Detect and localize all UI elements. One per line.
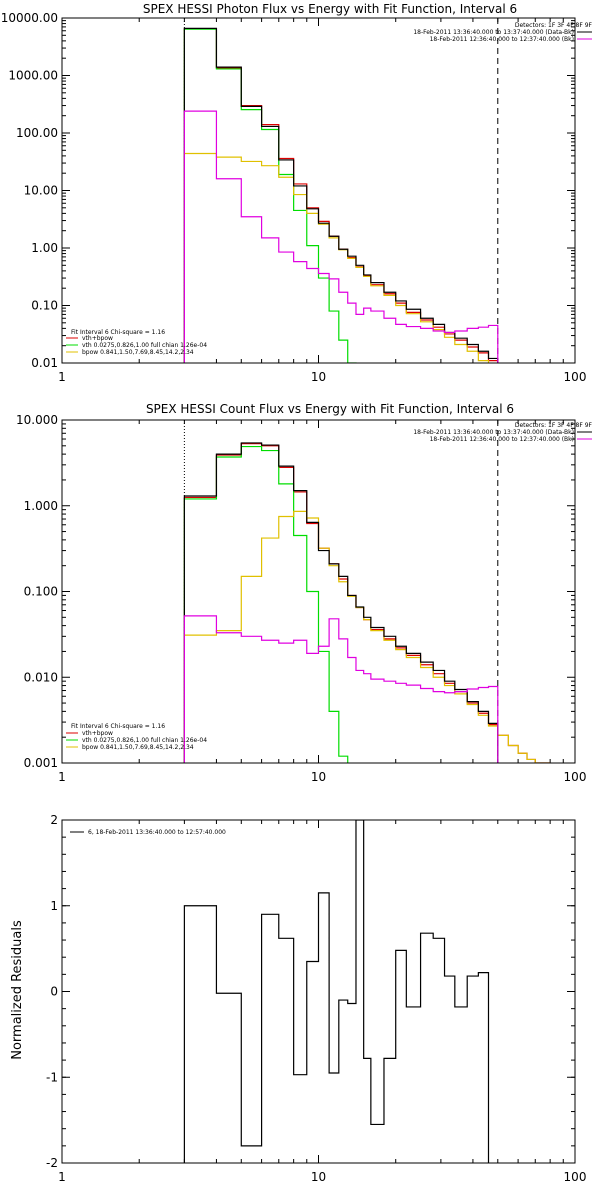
count-series-vth [183,445,551,763]
photon-fit-info: Fit Interval 6 Chi-square = 1.16 vth+bpo… [66,329,207,356]
count-flux-panel: SPEX HESSI Count Flux vs Energy with Fit… [16,402,593,784]
photon-legend-data-entry: 18-Feb-2011 13:36:40.000 to 13:37:40.000… [413,29,574,36]
count-x-tick-label: 100 [564,770,587,784]
residual-x-tick-label: 100 [564,1170,587,1184]
count-legend-detectors: Detectors: 1F 3F 4F 8F 9F [515,422,593,429]
photon-legend: Detectors: 1F 3F 4F 8F 9F 18-Feb-2011 13… [413,22,592,43]
photon-x-tick-label: 1 [58,370,66,384]
residual-y-tick-label: 1 [50,899,58,913]
photon-series-background [183,110,499,363]
count-y-tick-label: 1.000 [24,499,58,513]
photon-x-tick-label: 10 [311,370,326,384]
count-series-background [183,615,499,763]
photon-plot-area: 1 10 100 0.01 0.10 1.00 10.00 100.00 1000.00 1000… [1,11,587,384]
residual-y-tick-label: -1 [46,1070,58,1084]
photon-series-data [183,27,499,363]
photon-legend-bk-entry: 18-Feb-2011 12:36:40.000 to 12:37:40.000… [430,36,574,43]
count-series-model [183,443,551,763]
photon-fit-model-text: vth+bpow [82,335,113,342]
residuals-plot-area: 1 10 100 -2 -1 0 1 2 [46,813,586,1184]
photon-fit-chisq: Fit Interval 6 Chi-square = 1.16 [71,329,165,336]
photon-y-tick-label: 10.00 [24,184,58,198]
count-x-tick-label: 10 [311,770,326,784]
residual-y-tick-label: 0 [50,985,58,999]
photon-y-tick-label: 0.10 [31,299,58,313]
count-y-tick-label: 0.100 [24,585,58,599]
count-y-tick-label: 0.010 [24,670,58,684]
photon-axes-frame [61,17,576,364]
residuals-panel: 1 10 100 -2 -1 0 1 2 Normalized Residuals 6, 18… [10,813,586,1184]
residual-series-data [183,820,490,1163]
count-fit-bpow-text: bpow 0.841,1.50,7.69,8.45,14.2,2.34 [82,744,194,751]
count-panel-title: SPEX HESSI Count Flux vs Energy with Fit… [146,402,514,416]
count-fit-info: Fit Interval 6 Chi-square = 1.16 vth+bpo… [66,723,207,751]
residuals-y-axis-label: Normalized Residuals [10,920,25,1060]
residual-y-tick-label: -2 [46,1156,58,1170]
count-y-tick-label: 10.000 [16,413,58,427]
count-fit-model-text: vth+bpow [82,730,113,737]
residual-x-tick-label: 10 [311,1170,326,1184]
count-legend-bk-entry: 18-Feb-2011 12:36:40.000 to 12:37:40.000… [430,436,574,443]
count-legend: Detectors: 1F 3F 4F 8F 9F 18-Feb-2011 13… [413,422,592,443]
count-plot-area: 1 10 100 0.001 0.010 0.100 1.000 10.000 [16,413,586,784]
photon-fit-vth-text: vth 0.0275,0.826,1.00 full chian 1.26e-0… [82,342,207,349]
count-y-tick-label: 0.001 [24,756,58,770]
photon-y-tick-label: 10000.00 [1,11,58,25]
photon-legend-detectors: Detectors: 1F 3F 4F 8F 9F [515,22,593,29]
residual-x-tick-label: 1 [58,1170,66,1184]
count-fit-chisq: Fit Interval 6 Chi-square = 1.16 [71,723,165,730]
photon-series-group [183,27,499,363]
photon-y-tick-label: 0.01 [31,356,58,370]
photon-panel-title: SPEX HESSI Photon Flux vs Energy with Fi… [143,2,517,16]
photon-x-tick-label: 100 [564,370,587,384]
residual-series-group [183,820,490,1163]
count-fit-vth-text: vth 0.0275,0.826,1.00 full chian 1.26e-0… [82,737,207,744]
count-x-tick-label: 1 [58,770,66,784]
photon-flux-panel: SPEX HESSI Photon Flux vs Energy with Fi… [1,2,593,384]
count-series-data [183,442,499,763]
photon-series-model [183,28,499,363]
residual-axes-frame [61,819,576,1164]
residuals-legend-text: 6, 18-Feb-2011 13:36:40.000 to 12:57:40.… [88,829,226,836]
photon-y-tick-label: 1.00 [31,241,58,255]
count-series-group [183,442,551,763]
count-series-bpow [183,510,551,763]
count-axes-frame [61,419,576,764]
photon-y-tick-label: 1000.00 [8,69,58,83]
photon-y-tick-label: 100.00 [16,126,58,140]
residuals-legend: 6, 18-Feb-2011 13:36:40.000 to 12:57:40.… [70,829,226,836]
photon-series-bpow [183,152,499,363]
residual-y-tick-label: 2 [50,813,58,827]
photon-series-vth [183,28,499,363]
photon-fit-bpow-text: bpow 0.841,1.50,7.69,8.45,14.2,2.34 [82,349,194,356]
count-legend-data-entry: 18-Feb-2011 13:36:40.000 to 13:37:40.000… [413,429,574,436]
